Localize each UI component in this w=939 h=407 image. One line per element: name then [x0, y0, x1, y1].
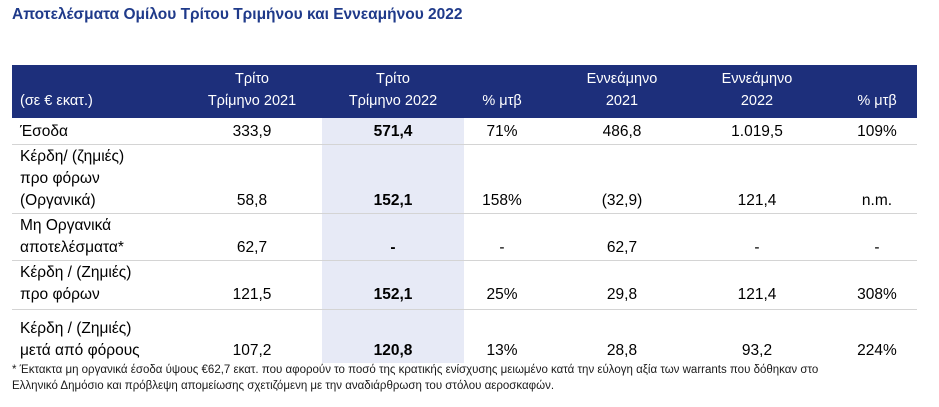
row-label-line: Κέρδη / (Ζημιές) [20, 264, 132, 281]
table-row-revenue: Έσοδα 333,9 571,4 71% 486,8 1.019,5 109% [12, 118, 917, 144]
value-9m-2022: 1.019,5 [731, 123, 783, 140]
value-q3-2022: - [390, 239, 396, 256]
row-divider [12, 260, 917, 261]
value-9m-2021: 29,8 [606, 286, 638, 303]
header-q3-2021-line2: Τρίμηνο 2021 [207, 93, 297, 109]
value-change-9m: 224% [857, 342, 897, 359]
value-change-9m: - [874, 239, 880, 256]
value-9m-2022: 121,4 [737, 192, 777, 209]
value-9m-2022: 121,4 [737, 286, 777, 303]
header-9m-2021-line1: Εννεάμηνο [586, 71, 658, 87]
value-q3-2022: 120,8 [373, 342, 413, 359]
value-q3-2021: 333,9 [232, 123, 272, 140]
header-q3-2022-line1: Τρίτο [376, 71, 410, 87]
row-label-line: Έσοδα [20, 123, 68, 140]
value-change-quarter: 71% [486, 123, 518, 140]
row-label-line: αποτελέσματα* [20, 239, 124, 256]
header-9m-2021-line2: 2021 [605, 93, 639, 109]
unit-label: (σε € εκατ.) [20, 93, 93, 109]
value-9m-2021: 62,7 [606, 239, 638, 256]
value-q3-2021: 107,2 [232, 342, 272, 359]
value-q3-2022: 152,1 [373, 286, 413, 303]
value-change-quarter: 25% [486, 286, 518, 303]
value-q3-2021: 121,5 [232, 286, 272, 303]
value-change-9m: n.m. [861, 192, 893, 209]
row-label-line: προ φόρων [20, 286, 100, 303]
row-label-line: προ φόρων [20, 170, 100, 187]
value-change-9m: 308% [857, 286, 897, 303]
header-q3-2022-line2: Τρίμηνο 2022 [348, 93, 438, 109]
row-label-line: Κέρδη/ (ζημιές) [20, 148, 125, 165]
page-title: Αποτελέσματα Ομίλου Τρίτου Τριμήνου και … [12, 6, 463, 23]
header-q3-2021-line1: Τρίτο [235, 71, 269, 87]
row-label-line: Κέρδη / (Ζημιές) [20, 320, 132, 337]
value-change-9m: 109% [857, 123, 897, 140]
row-divider [12, 309, 917, 310]
table-row-pat: Κέρδη / (Ζημιές) μετά από φόρους 107,2 1… [12, 310, 917, 363]
results-table: (σε € εκατ.) Τρίτο Τρίμηνο 2021 Τρίτο Τρ… [12, 65, 917, 363]
footnote: * Έκτακτα μη οργανικά έσοδα ύψους €62,7 … [12, 362, 927, 394]
row-label-line: Μη Οργανικά [20, 217, 112, 234]
table-row-pbt: Κέρδη / (Ζημιές) προ φόρων 121,5 152,1 2… [12, 261, 917, 309]
value-q3-2022: 152,1 [373, 192, 413, 209]
footnote-line: Ελληνικό Δημόσιο και πρόβλεψη απομείωσης… [12, 380, 555, 392]
table-header: (σε € εκατ.) Τρίτο Τρίμηνο 2021 Τρίτο Τρ… [12, 65, 917, 118]
value-9m-2022: - [754, 239, 760, 256]
value-change-quarter: 158% [482, 192, 522, 209]
row-label-line: μετά από φόρους [20, 342, 140, 359]
value-q3-2022: 571,4 [373, 123, 413, 140]
table-row-non-organic: Μη Οργανικά αποτελέσματα* 62,7 - - 62,7 … [12, 214, 917, 260]
value-9m-2022: 93,2 [741, 342, 773, 359]
header-9m-2022-line2: 2022 [740, 93, 774, 109]
table-row-organic-pbt: Κέρδη/ (ζημιές) προ φόρων (Οργανικά) 58,… [12, 145, 917, 213]
footnote-line: * Έκτακτα μη οργανικά έσοδα ύψους €62,7 … [12, 364, 819, 376]
value-q3-2021: 58,8 [236, 192, 268, 209]
row-divider [12, 213, 917, 214]
value-change-quarter: - [499, 239, 505, 256]
value-q3-2021: 62,7 [236, 239, 268, 256]
header-change-quarter: % μτβ [482, 93, 522, 109]
value-9m-2021: (32,9) [601, 192, 643, 209]
value-9m-2021: 486,8 [602, 123, 642, 140]
value-change-quarter: 13% [486, 342, 518, 359]
row-label-line: (Οργανικά) [20, 192, 96, 209]
row-divider [12, 144, 917, 145]
header-change-9m: % μτβ [857, 93, 897, 109]
header-9m-2022-line1: Εννεάμηνο [721, 71, 793, 87]
value-9m-2021: 28,8 [606, 342, 638, 359]
highlight-column [322, 118, 464, 363]
